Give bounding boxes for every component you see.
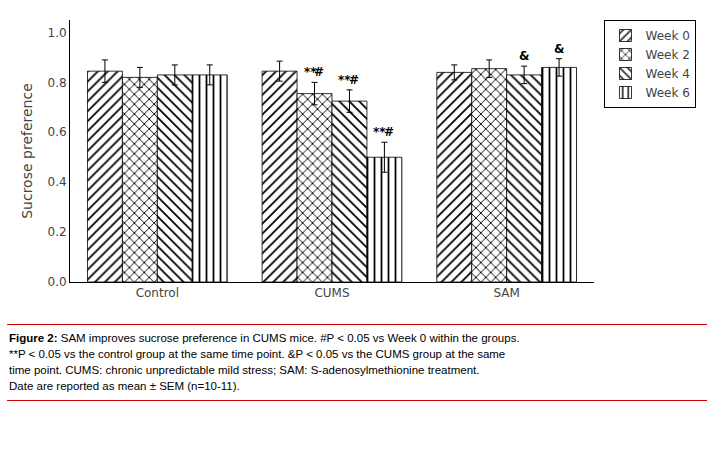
- svg-text:Week 0: Week 0: [645, 29, 689, 43]
- svg-text:Week 6: Week 6: [645, 86, 689, 100]
- svg-text:&: &: [519, 49, 529, 63]
- svg-text:Week 4: Week 4: [645, 67, 689, 81]
- svg-text:Control: Control: [136, 286, 179, 300]
- svg-text:#: #: [314, 65, 324, 79]
- svg-text:Sucrose preference: Sucrose preference: [19, 83, 35, 219]
- svg-text:0.2: 0.2: [48, 225, 67, 239]
- svg-text:**: **: [304, 65, 317, 79]
- svg-text:0.6: 0.6: [48, 125, 67, 139]
- svg-text:0.8: 0.8: [48, 76, 67, 90]
- svg-text:0.0: 0.0: [48, 275, 67, 289]
- svg-text:&: &: [554, 42, 564, 56]
- svg-text:**: **: [373, 125, 386, 139]
- svg-text:Week 2: Week 2: [645, 48, 689, 62]
- svg-text:**: **: [338, 73, 351, 87]
- svg-text:SAM: SAM: [493, 286, 519, 300]
- svg-text:CUMS: CUMS: [314, 286, 349, 300]
- svg-text:#: #: [384, 125, 394, 139]
- html-text:Figure 2: SAM improves sucrose: Figure 2: SAM improves sucrose preferenc…: [9, 332, 520, 393]
- svg-text:0.4: 0.4: [48, 175, 67, 189]
- svg-text:1.0: 1.0: [48, 26, 67, 40]
- svg-text:#: #: [349, 73, 359, 87]
